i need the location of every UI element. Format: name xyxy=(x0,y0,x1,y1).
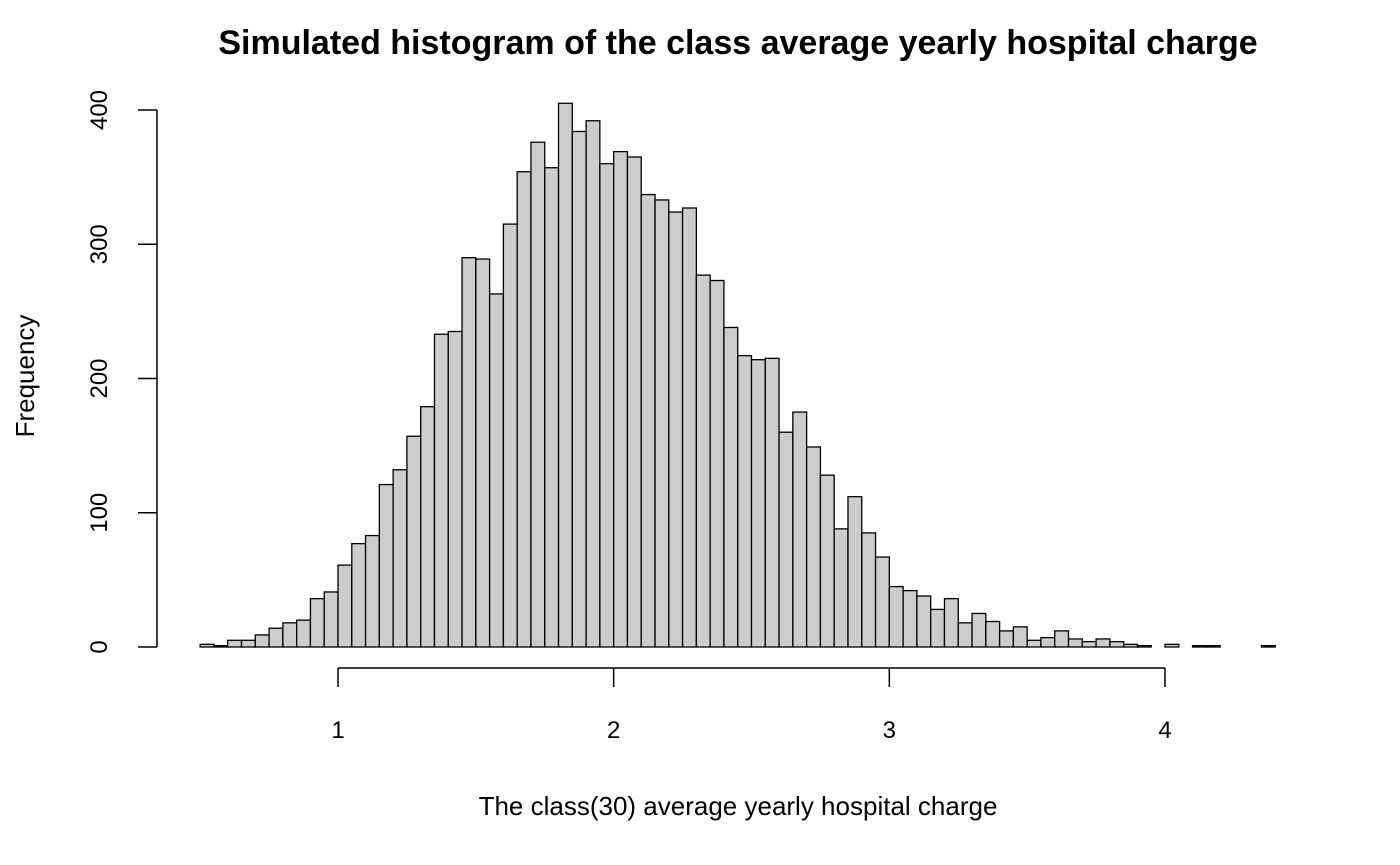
bars-group xyxy=(199,102,1276,648)
histogram-bar xyxy=(1191,645,1207,648)
histogram-bar xyxy=(681,207,698,648)
histogram-bar xyxy=(943,598,959,648)
histogram-bar xyxy=(709,279,725,648)
x-axis: 1 2 3 4 xyxy=(331,667,1172,744)
histogram-bar xyxy=(1067,638,1083,648)
histogram-bar xyxy=(337,564,353,648)
histogram-bar xyxy=(957,622,973,648)
histogram-bar xyxy=(475,258,491,648)
y-tick-label: 100 xyxy=(86,493,113,533)
histogram-bar xyxy=(447,330,463,648)
histogram-bar xyxy=(888,585,904,648)
histogram-bar xyxy=(1260,645,1276,648)
histogram-bar xyxy=(461,257,477,648)
histogram-bar xyxy=(792,411,808,648)
histogram-bar xyxy=(433,333,449,648)
histogram-bar xyxy=(599,163,615,648)
histogram-bar xyxy=(902,589,918,648)
histogram-bar xyxy=(392,469,408,648)
histogram-bar xyxy=(571,130,587,648)
histogram-bar xyxy=(295,619,312,648)
histogram-bar xyxy=(557,102,573,648)
histogram-bar xyxy=(544,167,560,648)
histogram-bar xyxy=(199,643,215,648)
histogram-bar xyxy=(861,532,877,648)
histogram-bar xyxy=(351,542,367,648)
histogram-bar xyxy=(1054,630,1070,648)
x-tick-label: 1 xyxy=(331,717,344,744)
histogram-bar xyxy=(654,199,670,648)
histogram-bar xyxy=(530,141,546,648)
histogram-bar xyxy=(778,431,794,648)
chart-title: Simulated histogram of the class average… xyxy=(218,24,1257,62)
histogram-bar xyxy=(819,474,835,648)
histogram-bar xyxy=(268,627,284,648)
histogram-bar xyxy=(613,150,629,648)
histogram-bar xyxy=(240,639,256,648)
x-axis-title: The class(30) average yearly hospital ch… xyxy=(479,791,998,821)
histogram-bar xyxy=(323,591,339,648)
x-tick-label: 4 xyxy=(1158,717,1171,744)
histogram-bar xyxy=(805,446,822,648)
histogram-bar xyxy=(488,293,505,648)
histogram-bar xyxy=(1205,645,1221,648)
histogram-bar xyxy=(695,274,711,648)
histogram-bar xyxy=(1164,643,1180,648)
histogram-bar xyxy=(309,598,325,648)
histogram-bar xyxy=(750,359,766,648)
x-tick-label: 2 xyxy=(607,717,620,744)
histogram-bar xyxy=(585,120,601,648)
histogram-bar xyxy=(833,528,849,648)
histogram-bar xyxy=(502,223,518,648)
histogram-bar xyxy=(378,483,394,648)
histogram-bar xyxy=(971,612,987,648)
histogram-bar xyxy=(420,406,436,648)
histogram-bar xyxy=(930,608,946,648)
x-tick-label: 3 xyxy=(883,717,896,744)
histogram-bar xyxy=(516,171,532,648)
histogram-bar xyxy=(723,326,739,648)
y-axis: 0 100 200 300 400 xyxy=(86,90,158,654)
histogram-bar xyxy=(764,357,780,648)
y-tick-label: 300 xyxy=(86,224,113,264)
histogram-bar xyxy=(1012,626,1028,648)
histogram-bar xyxy=(213,645,229,648)
y-tick-label: 0 xyxy=(86,640,113,653)
histogram-bar xyxy=(998,630,1015,648)
y-tick-label: 400 xyxy=(86,90,113,130)
histogram-bar xyxy=(1109,640,1125,648)
histogram-bar xyxy=(364,534,381,648)
histogram-bar xyxy=(282,622,298,648)
histogram-bar xyxy=(737,355,753,648)
y-tick-label: 200 xyxy=(86,358,113,398)
histogram-bar xyxy=(1040,636,1056,648)
histogram-bar xyxy=(1123,643,1139,648)
histogram-bar xyxy=(254,634,270,648)
histogram-bar xyxy=(985,620,1001,648)
histogram-bar xyxy=(227,639,243,648)
histogram-bar xyxy=(847,495,863,648)
histogram-bar xyxy=(1026,639,1042,648)
histogram-bar xyxy=(626,156,642,648)
y-axis-title: Frequency xyxy=(10,315,40,438)
histogram-bar xyxy=(874,556,890,648)
histogram-bar xyxy=(668,211,684,648)
histogram-bar xyxy=(1136,645,1152,648)
histogram-bar xyxy=(1095,638,1111,648)
histogram-bar xyxy=(640,193,656,648)
histogram-bar xyxy=(916,595,932,648)
histogram-bar xyxy=(1081,640,1097,648)
histogram-bar xyxy=(406,435,422,648)
